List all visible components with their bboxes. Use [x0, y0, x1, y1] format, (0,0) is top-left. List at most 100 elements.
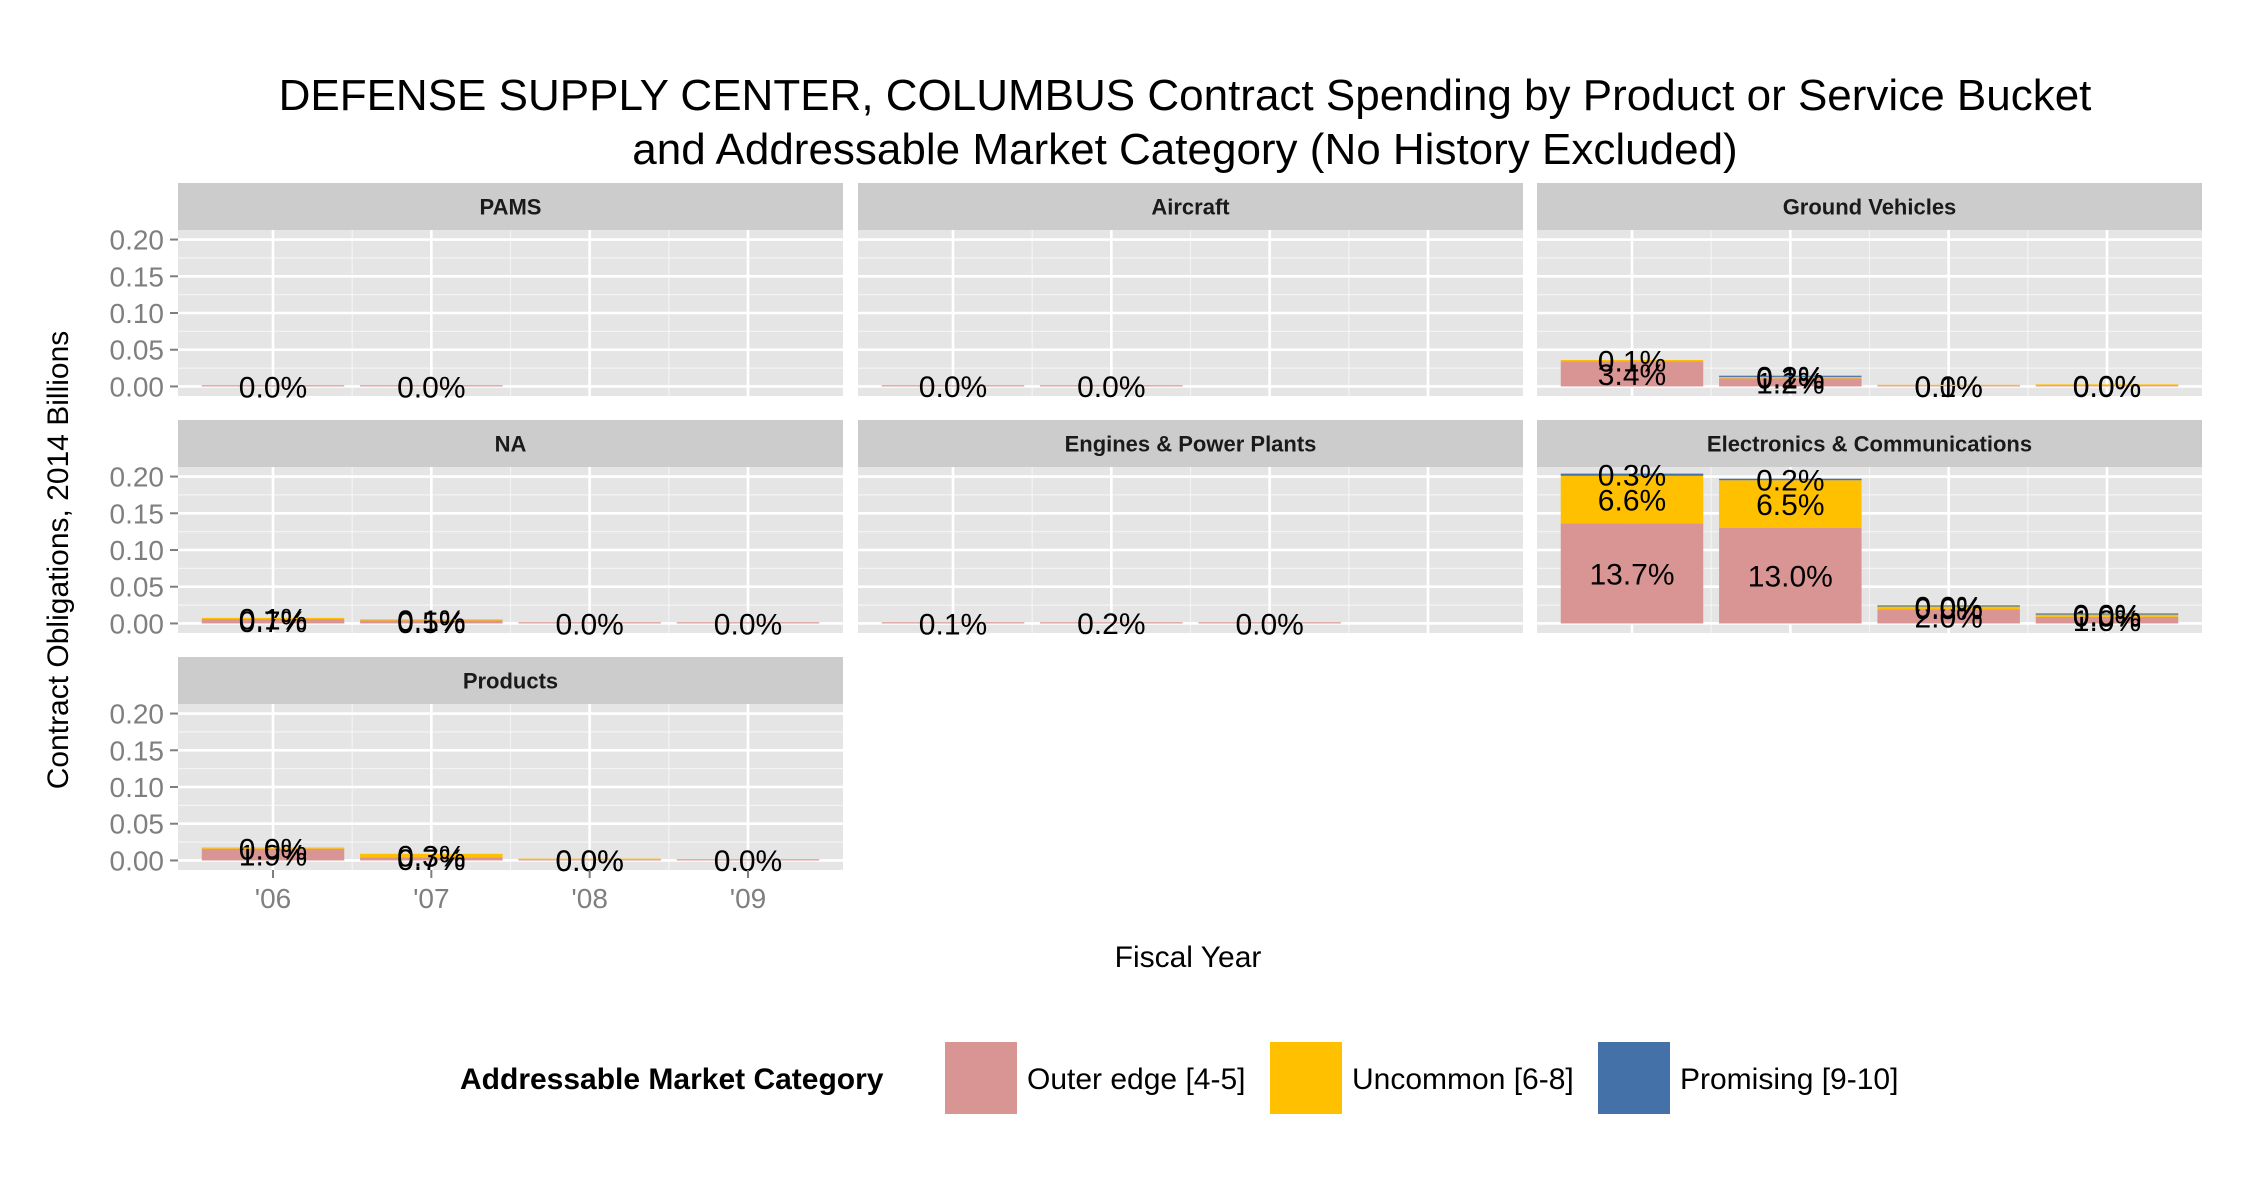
bar-segment-electronics-communications-09-outer-edge-4-5	[2035, 616, 2179, 624]
bars-engines-power-plants: 0.1% 0.2% 0.0%	[881, 608, 1341, 641]
bars-na: 0.7%0.1% 0.5%0.1% 0.0% 0.0%	[201, 604, 820, 641]
bar-segment-electronics-communications-07-outer-edge-4-5	[1719, 527, 1862, 624]
facet-strip-label: Engines & Power Plants	[1065, 432, 1317, 457]
data-label: 0.0%	[1914, 591, 1982, 624]
data-label: 0.0%	[239, 833, 307, 866]
data-label: 0.2%	[1756, 362, 1824, 395]
data-label: 13.0%	[1748, 561, 1833, 594]
data-label: 13.7%	[1589, 559, 1674, 592]
data-label: 0.1%	[1598, 346, 1666, 379]
y-tick-label: 0.15	[110, 735, 165, 766]
data-label: 0.0%	[2073, 599, 2141, 632]
data-label: 0.0%	[2073, 601, 2141, 634]
legend-swatch-promising-9-10	[1598, 1042, 1670, 1114]
facet-strip-label: Products	[463, 669, 558, 694]
facet-strip-electronics-communications	[1537, 420, 2202, 467]
bar-segment-na-09-outer-edge-4-5	[676, 622, 820, 624]
y-axis-title: Contract Obligations, 2014 Billions	[42, 331, 75, 790]
data-label: 0.0%	[714, 608, 782, 641]
bar-segment-products-09-outer-edge-4-5	[676, 859, 820, 861]
bar-segment-ground-vehicles-07-outer-edge-4-5	[1719, 378, 1862, 387]
data-label: 3.4%	[1598, 359, 1666, 392]
facet-strip-aircraft	[858, 183, 1523, 230]
x-tick-label: '09	[730, 883, 767, 914]
bar-segment-na-06-outer-edge-4-5	[201, 619, 345, 624]
bar-segment-na-07-outer-edge-4-5	[360, 620, 503, 624]
bar-segment-ground-vehicles-09-outer-edge-4-5	[2035, 385, 2179, 387]
bar-segment-engines-power-plants-08-outer-edge-4-5	[1198, 622, 1341, 624]
bar-segment-products-07-uncommon-6-8	[360, 853, 503, 858]
data-label: 0.0%	[919, 371, 987, 404]
facet-strip-engines-power-plants	[858, 420, 1523, 467]
data-label: 1.9%	[239, 840, 307, 873]
data-label: 0.0%	[239, 371, 307, 404]
legend-title: Addressable Market Category	[460, 1063, 884, 1096]
bar-segment-ground-vehicles-07-promising-9-10	[1719, 375, 1862, 377]
x-tick-label: '08	[571, 883, 608, 914]
bar-segment-na-07-uncommon-6-8	[360, 619, 503, 621]
facet-strip-label: NA	[495, 432, 527, 457]
facet-aircraft: Aircraft 0.0% 0.0%	[858, 183, 1523, 404]
bar-segment-electronics-communications-07-promising-9-10	[1719, 478, 1862, 481]
facet-strip-ground-vehicles	[1537, 183, 2202, 230]
y-tick-label: 0.15	[110, 261, 165, 292]
legend-label-promising-9-10: Promising [9-10]	[1680, 1063, 1898, 1096]
bar-segment-na-08-outer-edge-4-5	[518, 622, 661, 624]
bar-segment-electronics-communications-08-outer-edge-4-5	[1877, 609, 2020, 624]
data-label: 0.3%	[397, 841, 465, 874]
bars-pams: 0.0% 0.0%	[201, 371, 503, 404]
data-label: 6.6%	[1598, 485, 1666, 518]
facet-strip-label: Electronics & Communications	[1707, 432, 2032, 457]
bar-segment-electronics-communications-08-uncommon-6-8	[1877, 606, 2020, 610]
data-label: 0.1%	[239, 604, 307, 637]
chart-title-line-1: DEFENSE SUPPLY CENTER, COLUMBUS Contract…	[279, 71, 2092, 120]
legend: Addressable Market Category Outer edge […	[460, 1042, 1898, 1114]
data-label: 0.1%	[1914, 371, 1982, 404]
facet-engines-power-plants: Engines & Power Plants 0.1% 0.2% 0.0%	[858, 420, 1523, 641]
bars-electronics-communications: 13.7%6.6%0.3%13.0%6.5%0.2%2.0%0.0%0.0% 1.…	[1560, 460, 2179, 638]
bar-segment-electronics-communications-09-promising-9-10	[2035, 613, 2179, 615]
bar-segment-na-06-uncommon-6-8	[201, 617, 345, 620]
facet-strip-products	[178, 657, 843, 704]
data-label: 0.1%	[919, 608, 987, 641]
data-label: 0.0%	[1914, 371, 1982, 404]
data-label: 0.0%	[2073, 371, 2141, 404]
bar-segment-electronics-communications-07-uncommon-6-8	[1719, 480, 1862, 528]
bar-segment-ground-vehicles-06-uncommon-6-8	[1560, 360, 1704, 362]
data-label: 0.0%	[1914, 593, 1982, 626]
facet-strip-na	[178, 420, 843, 467]
legend-swatch-outer-edge-4-5	[945, 1042, 1017, 1114]
legend-swatch-uncommon-6-8	[1270, 1042, 1342, 1114]
bars-ground-vehicles: 3.4%0.1%1.2%0.1%0.2% 0.0%0.1% 0.0%0.0%	[1560, 346, 2179, 404]
bar-segment-products-06-uncommon-6-8	[201, 847, 345, 849]
facet-strip-label: PAMS	[480, 195, 542, 220]
facet-strip-label: Aircraft	[1151, 195, 1230, 220]
y-tick-label: 0.05	[110, 335, 165, 366]
data-label: 0.7%	[239, 606, 307, 639]
bar-segment-products-07-outer-edge-4-5	[360, 857, 503, 861]
bar-segment-products-06-outer-edge-4-5	[201, 848, 345, 861]
y-tick-label: 0.10	[110, 535, 165, 566]
bar-segment-ground-vehicles-09-uncommon-6-8	[2035, 384, 2179, 386]
facet-na: NA0.000.050.100.150.200.7%0.1% 0.5%0.1% 0.…	[110, 420, 843, 641]
x-tick-label: '07	[413, 883, 450, 914]
data-label: 0.0%	[1235, 608, 1303, 641]
y-tick-label: 0.20	[110, 225, 165, 256]
data-label: 0.2%	[1077, 608, 1145, 641]
data-label: 0.2%	[1756, 464, 1824, 497]
data-label: 0.3%	[1598, 460, 1666, 493]
data-label: 0.1%	[1756, 363, 1824, 396]
data-label: 6.5%	[1756, 489, 1824, 522]
y-tick-label: 0.20	[110, 462, 165, 493]
facet-electronics-communications: Electronics & Communications 13.7% 6.6%0.3…	[1537, 420, 2202, 638]
chart-title-line-2: and Addressable Market Category (No Hist…	[632, 125, 1737, 174]
y-tick-label: 0.05	[110, 572, 165, 603]
bar-segment-ground-vehicles-07-uncommon-6-8	[1719, 376, 1862, 379]
data-label: 0.5%	[397, 607, 465, 640]
bar-segment-pams-07-outer-edge-4-5	[360, 385, 503, 387]
bars-products: 1.9%0.0% 0.7%0.3% 0.0%0.0% 0.0%	[201, 833, 820, 878]
bar-segment-electronics-communications-08-promising-9-10	[1877, 605, 2020, 607]
bar-segment-ground-vehicles-08-uncommon-6-8	[1877, 384, 2020, 387]
